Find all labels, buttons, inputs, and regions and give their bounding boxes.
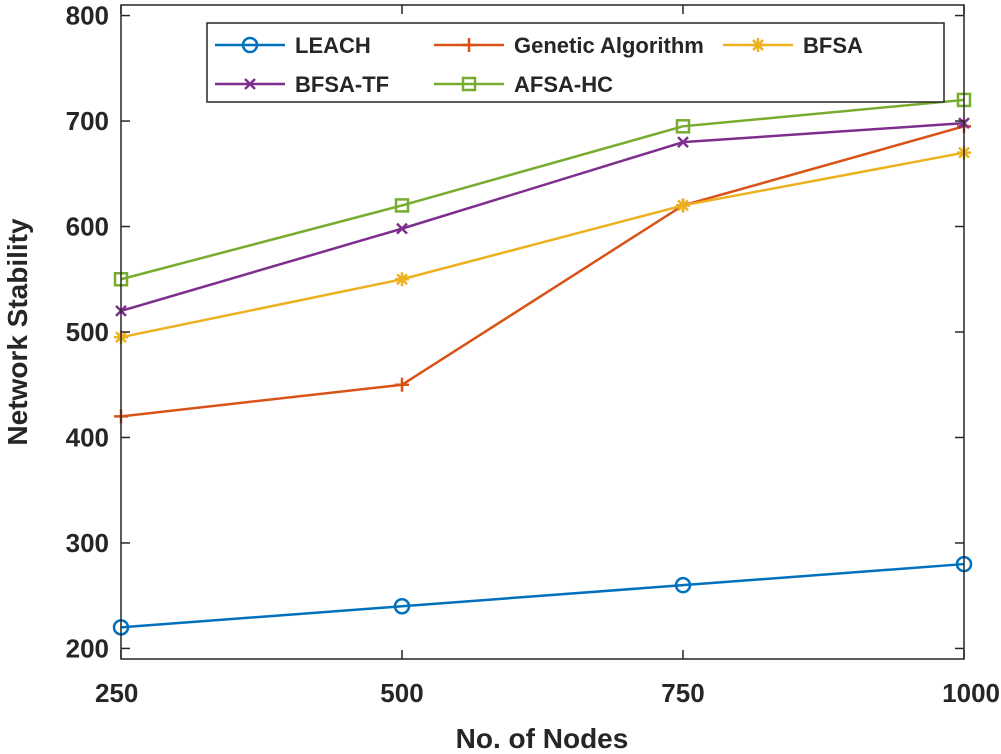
series-layer (112, 92, 973, 636)
legend-item-leach: LEACH (215, 33, 371, 58)
legend-label: BFSA (803, 33, 863, 58)
y-axis-label: Network Stability (2, 218, 33, 446)
data-point-leach (674, 576, 692, 594)
y-tick-label: 400 (66, 422, 109, 452)
data-point-afsa-hc (675, 119, 691, 134)
y-tick-label: 700 (66, 106, 109, 136)
legend-marker-bfsa (751, 38, 765, 52)
data-point-leach (393, 598, 411, 615)
series-line-bfsa (120, 151, 965, 339)
series-line-leach (120, 562, 965, 629)
axis-layer: 250 500 750 1000 200 300 400 500 600 700 800 (66, 1, 1000, 708)
series-line-bfsa-tf (120, 121, 965, 313)
legend-item-bfsa-tf: BFSA-TF (215, 72, 389, 97)
x-axis-label: No. of Nodes (456, 723, 629, 754)
y-tick-label: 500 (66, 317, 109, 347)
legend: LEACH Genetic Algorithm BFSA BFSA-TF AFSA-HC (206, 22, 945, 103)
legend-label: Genetic Algorithm (514, 33, 704, 58)
data-point-bfsa-tf (677, 136, 689, 149)
y-tick-label: 200 (66, 633, 109, 663)
legend-marker-bfsa-tf (244, 78, 256, 90)
legend-frame (206, 22, 945, 103)
y-tick-label: 800 (66, 1, 109, 31)
series-line-afsa-hc (120, 98, 965, 281)
legend-item-afsa-hc: AFSA-HC (434, 72, 613, 97)
legend-label: BFSA-TF (295, 72, 389, 97)
legend-marker-afsa-hc (461, 76, 477, 92)
legend-marker-leach (241, 36, 259, 54)
data-point-bfsa (676, 198, 690, 213)
y-tick-label: 600 (66, 212, 109, 242)
data-point-genetic-algorithm (395, 377, 409, 392)
x-tick-label: 750 (661, 678, 704, 708)
series-line-genetic-algorithm (120, 125, 965, 418)
x-tick-label: 500 (380, 678, 423, 708)
legend-item-bfsa: BFSA (723, 33, 863, 58)
x-tick-label: 1000 (942, 678, 1000, 708)
y-tick-label: 300 (66, 528, 109, 558)
data-point-afsa-hc (394, 198, 410, 213)
plot-area (121, 5, 964, 659)
legend-marker-genetic-algorithm (462, 38, 476, 52)
data-point-bfsa (395, 272, 409, 287)
data-point-bfsa-tf (396, 222, 408, 235)
legend-label: LEACH (295, 33, 371, 58)
legend-label: AFSA-HC (514, 72, 613, 97)
x-tick-label: 250 (95, 678, 138, 708)
legend-item-genetic-algorithm: Genetic Algorithm (434, 33, 704, 58)
